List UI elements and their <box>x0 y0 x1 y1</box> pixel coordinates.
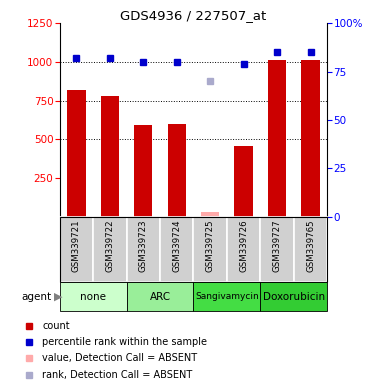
Text: GSM339726: GSM339726 <box>239 219 248 271</box>
Bar <box>93 217 127 282</box>
Bar <box>127 217 160 282</box>
Text: Sangivamycin: Sangivamycin <box>195 292 259 301</box>
Text: GSM339727: GSM339727 <box>273 219 281 271</box>
Bar <box>227 217 260 282</box>
Text: GSM339765: GSM339765 <box>306 219 315 271</box>
Text: GSM339723: GSM339723 <box>139 219 148 271</box>
Text: GSM339722: GSM339722 <box>105 219 114 271</box>
Bar <box>260 217 294 282</box>
Bar <box>60 217 93 282</box>
Text: GSM339725: GSM339725 <box>206 219 215 271</box>
Bar <box>234 146 253 217</box>
Text: percentile rank within the sample: percentile rank within the sample <box>42 337 207 347</box>
Bar <box>134 126 152 217</box>
Text: none: none <box>80 291 106 302</box>
Bar <box>193 217 227 282</box>
Text: count: count <box>42 321 70 331</box>
Bar <box>127 282 193 311</box>
Bar <box>294 217 327 282</box>
Text: value, Detection Call = ABSENT: value, Detection Call = ABSENT <box>42 353 197 363</box>
Bar <box>260 282 327 311</box>
Text: agent: agent <box>22 291 52 302</box>
Text: GSM339721: GSM339721 <box>72 219 81 271</box>
Bar <box>268 60 286 217</box>
Bar <box>301 60 320 217</box>
Text: GSM339724: GSM339724 <box>172 219 181 271</box>
Bar <box>100 96 119 217</box>
Text: Doxorubicin: Doxorubicin <box>263 291 325 302</box>
Text: ▶: ▶ <box>54 291 62 302</box>
Bar <box>67 90 85 217</box>
Title: GDS4936 / 227507_at: GDS4936 / 227507_at <box>121 9 266 22</box>
Bar <box>193 282 260 311</box>
Bar <box>201 212 219 217</box>
Text: ARC: ARC <box>149 291 171 302</box>
Bar <box>160 217 194 282</box>
Bar <box>167 124 186 217</box>
Bar <box>60 282 127 311</box>
Text: rank, Detection Call = ABSENT: rank, Detection Call = ABSENT <box>42 370 192 380</box>
